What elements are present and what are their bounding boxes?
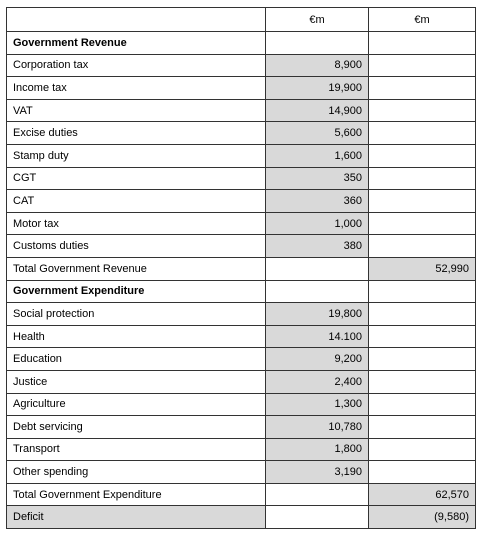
table-row: CGT 350 (6, 166, 476, 191)
row-label: Agriculture (6, 392, 266, 417)
empty-cell (368, 76, 476, 100)
table-row: Justice 2,400 (6, 369, 476, 394)
empty-cell (265, 31, 369, 55)
expenditure-total-value: 62,570 (368, 482, 476, 507)
empty-cell (368, 369, 476, 394)
row-label: Social protection (6, 302, 266, 326)
row-label: VAT (6, 98, 266, 123)
table-row: VAT 14,900 (6, 98, 476, 123)
empty-cell (368, 143, 476, 168)
row-label: CAT (6, 189, 266, 213)
row-value: 1,600 (265, 143, 369, 168)
row-value: 1,000 (265, 211, 369, 236)
row-value: 5,600 (265, 121, 369, 145)
empty-cell (265, 482, 369, 507)
row-label: CGT (6, 166, 266, 191)
revenue-heading-row: Government Revenue (6, 31, 476, 55)
empty-cell (368, 302, 476, 326)
table-row: Social protection 19,800 (6, 302, 476, 326)
table-row: CAT 360 (6, 189, 476, 213)
row-value: 14.100 (265, 324, 369, 349)
expenditure-total-label: Total Government Expenditure (6, 482, 266, 507)
table-row: Customs duties 380 (6, 234, 476, 258)
table-row: Motor tax 1,000 (6, 211, 476, 236)
row-label: Debt servicing (6, 415, 266, 439)
row-value: 1,300 (265, 392, 369, 417)
row-value: 19,900 (265, 76, 369, 100)
empty-cell (265, 505, 369, 530)
row-value: 2,400 (265, 369, 369, 394)
expenditure-heading: Government Expenditure (6, 279, 266, 304)
revenue-heading: Government Revenue (6, 31, 266, 55)
row-value: 360 (265, 189, 369, 213)
row-label: Motor tax (6, 211, 266, 236)
empty-cell (368, 437, 476, 462)
revenue-total-row: Total Government Revenue 52,990 (6, 256, 476, 281)
empty-cell (368, 415, 476, 439)
row-label: Justice (6, 369, 266, 394)
row-label: Corporation tax (6, 53, 266, 78)
empty-cell (368, 324, 476, 349)
row-value: 9,200 (265, 347, 369, 371)
header-cell-col3: €m (368, 7, 476, 32)
table-row: Corporation tax 8,900 (6, 53, 476, 78)
table-row: Income tax 19,900 (6, 76, 476, 100)
table-row: Debt servicing 10,780 (6, 415, 476, 439)
header-cell-col2: €m (265, 7, 369, 32)
row-label: Income tax (6, 76, 266, 100)
deficit-value: (9,580) (368, 505, 476, 530)
empty-cell (368, 53, 476, 78)
empty-cell (368, 31, 476, 55)
row-value: 10,780 (265, 415, 369, 439)
row-label: Education (6, 347, 266, 371)
row-label: Other spending (6, 460, 266, 484)
row-value: 19,800 (265, 302, 369, 326)
expenditure-total-row: Total Government Expenditure 62,570 (6, 482, 476, 507)
empty-cell (368, 211, 476, 236)
row-label: Customs duties (6, 234, 266, 258)
empty-cell (368, 279, 476, 304)
budget-table-body: €m €m Government Revenue Corporation tax… (6, 7, 476, 530)
header-row: €m €m (6, 7, 476, 32)
empty-cell (368, 234, 476, 258)
budget-table: €m €m Government Revenue Corporation tax… (6, 7, 476, 530)
empty-cell (368, 189, 476, 213)
row-value: 3,190 (265, 460, 369, 484)
empty-cell (368, 460, 476, 484)
expenditure-heading-row: Government Expenditure (6, 279, 476, 304)
deficit-row: Deficit (9,580) (6, 505, 476, 530)
row-value: 380 (265, 234, 369, 258)
empty-cell (368, 166, 476, 191)
row-label: Transport (6, 437, 266, 462)
empty-cell (265, 279, 369, 304)
empty-cell (265, 256, 369, 281)
table-row: Other spending 3,190 (6, 460, 476, 484)
empty-cell (368, 98, 476, 123)
revenue-total-label: Total Government Revenue (6, 256, 266, 281)
row-label: Stamp duty (6, 143, 266, 168)
row-value: 1,800 (265, 437, 369, 462)
table-row: Health 14.100 (6, 324, 476, 349)
deficit-label: Deficit (6, 505, 266, 530)
row-value: 350 (265, 166, 369, 191)
table-row: Excise duties 5,600 (6, 121, 476, 145)
table-row: Transport 1,800 (6, 437, 476, 462)
empty-cell (368, 392, 476, 417)
header-cell-label (6, 7, 266, 32)
table-row: Stamp duty 1,600 (6, 143, 476, 168)
row-value: 8,900 (265, 53, 369, 78)
row-value: 14,900 (265, 98, 369, 123)
empty-cell (368, 121, 476, 145)
revenue-total-value: 52,990 (368, 256, 476, 281)
empty-cell (368, 347, 476, 371)
row-label: Health (6, 324, 266, 349)
row-label: Excise duties (6, 121, 266, 145)
table-row: Agriculture 1,300 (6, 392, 476, 417)
table-row: Education 9,200 (6, 347, 476, 371)
